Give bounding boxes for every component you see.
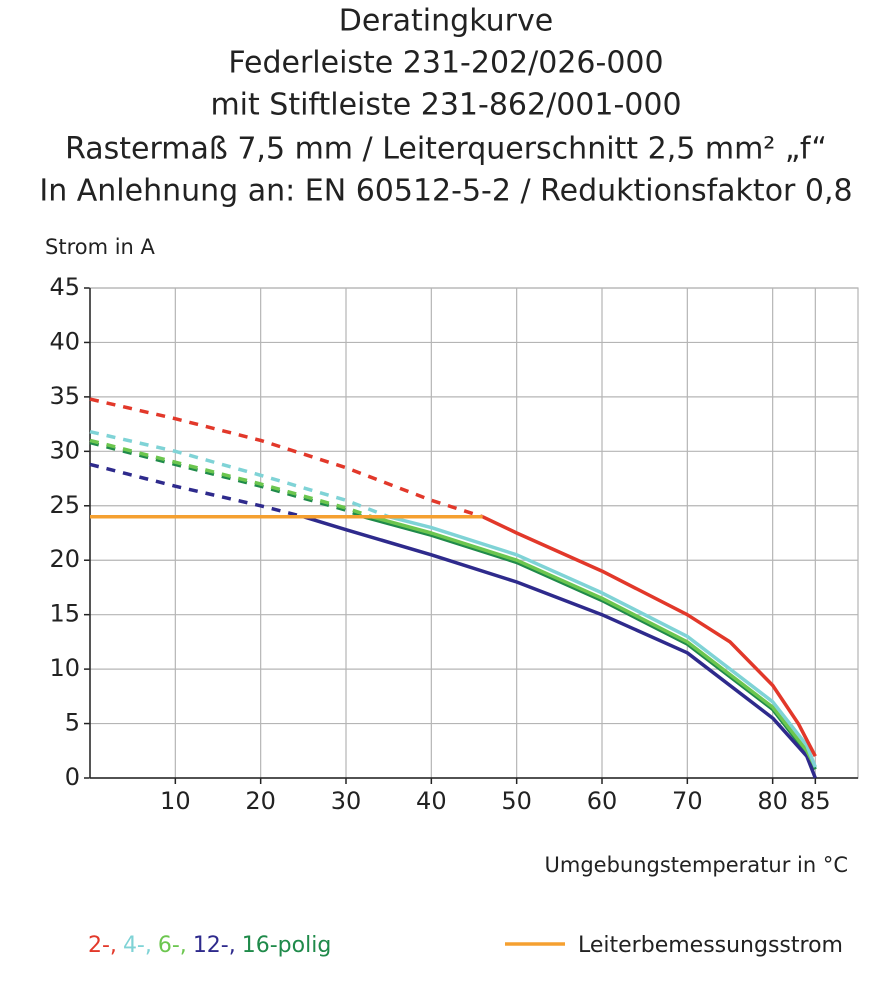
y-tick-label: 15 — [49, 600, 80, 628]
curve — [371, 515, 817, 768]
y-tick-label: 20 — [49, 545, 80, 573]
legend-entry: 2-, — [88, 933, 117, 958]
x-tick-label: 50 — [501, 787, 532, 815]
curve-dashed — [89, 429, 390, 519]
x-tick-label: 30 — [331, 787, 362, 815]
y-tick-label: 0 — [65, 763, 80, 791]
legend-entry: 16-polig — [242, 933, 332, 958]
y-tick-label: 25 — [49, 491, 80, 519]
curve — [481, 515, 817, 758]
x-tick-label: 40 — [416, 787, 447, 815]
chart-subtitle: Federleiste 231-202/026-000 — [228, 46, 663, 81]
legend: 2-, 4-, 6-, 12-, 16-polig — [88, 933, 331, 958]
curve-dashed — [89, 397, 484, 519]
x-tick-label: 70 — [672, 787, 703, 815]
x-tick-label: 80 — [757, 787, 788, 815]
chart-subtitle: Rastermaß 7,5 mm / Leiterquerschnitt 2,5… — [65, 132, 827, 167]
legend-entry: 6-, — [158, 933, 187, 958]
legend-entry: Leiterbemessungsstrom — [578, 933, 843, 958]
y-tick-label: 40 — [49, 327, 80, 355]
y-tick-label: 35 — [49, 382, 80, 410]
curve-dashed — [89, 438, 373, 519]
plot-frame — [89, 287, 859, 779]
curve-dashed — [89, 440, 364, 519]
title-block: Deratingkurve Federleiste 231-202/026-00… — [39, 4, 852, 209]
legend-entry: 4-, — [123, 933, 152, 958]
y-tick-label: 10 — [49, 654, 80, 682]
curve — [302, 515, 817, 779]
curve — [388, 515, 817, 768]
y-tick-label: 45 — [49, 273, 80, 301]
y-tick-label: 30 — [49, 436, 80, 464]
x-axis-label: Umgebungstemperatur in °C — [545, 853, 849, 877]
x-tick-label: 85 — [800, 787, 831, 815]
x-tick-label: 60 — [587, 787, 618, 815]
x-tick-label: 10 — [160, 787, 191, 815]
chart-title: Deratingkurve — [339, 4, 553, 39]
chart-subtitle: In Anlehnung an: EN 60512-5-2 / Reduktio… — [39, 174, 852, 209]
legend-entry: 12-, — [193, 933, 236, 958]
chart-subtitle: mit Stiftleiste 231-862/001-000 — [210, 88, 681, 123]
x-tick-label: 20 — [245, 787, 276, 815]
y-axis-label: Strom in A — [45, 235, 156, 259]
y-tick-label: 5 — [65, 709, 80, 737]
